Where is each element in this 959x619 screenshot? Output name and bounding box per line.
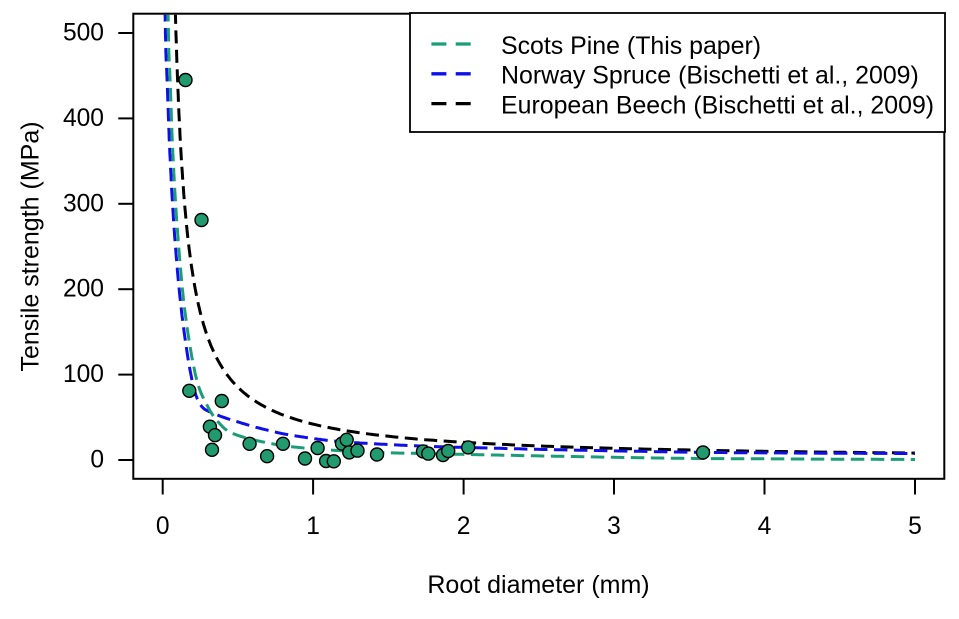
svg-text:0: 0 — [156, 513, 170, 540]
svg-text:400: 400 — [63, 105, 104, 132]
svg-text:300: 300 — [63, 190, 104, 217]
svg-text:1: 1 — [306, 513, 320, 540]
svg-text:500: 500 — [63, 20, 104, 47]
svg-text:2: 2 — [457, 513, 471, 540]
svg-text:4: 4 — [758, 513, 772, 540]
svg-text:Norway Spruce (Bischetti et al: Norway Spruce (Bischetti et al., 2009) — [501, 62, 919, 90]
svg-text:200: 200 — [63, 276, 104, 303]
svg-text:0: 0 — [90, 447, 104, 474]
svg-text:100: 100 — [63, 361, 104, 388]
svg-text:5: 5 — [908, 513, 922, 540]
svg-text:Tensile strength (MPa): Tensile strength (MPa) — [17, 121, 45, 371]
svg-text:3: 3 — [607, 513, 621, 540]
svg-text:Root diameter (mm): Root diameter (mm) — [427, 571, 649, 599]
svg-text:European Beech (Bischetti et a: European Beech (Bischetti et al., 2009) — [501, 92, 934, 120]
svg-text:Scots Pine (This paper): Scots Pine (This paper) — [501, 32, 761, 60]
